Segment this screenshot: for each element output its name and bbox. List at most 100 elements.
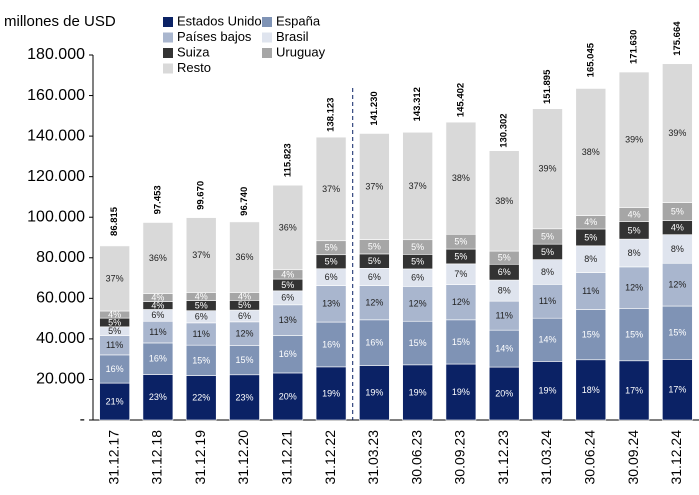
legend-label: Brasil — [276, 29, 309, 44]
segment-label: 5% — [108, 317, 121, 327]
bar-segment — [618, 360, 650, 421]
segment-label: 37% — [365, 181, 383, 191]
x-tick-label: 30.09.24 — [625, 430, 641, 485]
segment-label: 5% — [498, 253, 511, 263]
segment-label: 4% — [151, 300, 164, 310]
segment-label: 38% — [495, 196, 513, 206]
segment-label: 19% — [409, 387, 427, 397]
segment-label: 5% — [454, 251, 467, 261]
segment-label: 15% — [625, 330, 643, 340]
legend-swatch — [262, 48, 272, 58]
x-tick-label: 31.12.22 — [322, 430, 338, 485]
total-label: 138.123 — [326, 98, 337, 132]
segment-label: 5% — [541, 231, 554, 241]
bar-segment — [618, 238, 650, 268]
x-tick-label: 31.12.20 — [235, 430, 251, 485]
segment-label: 17% — [625, 385, 643, 395]
segment-label: 8% — [541, 267, 554, 277]
segment-label: 19% — [452, 387, 470, 397]
bar-segment — [618, 71, 650, 208]
segment-label: 19% — [538, 386, 556, 396]
segment-label: 6% — [498, 267, 511, 277]
segment-label: 38% — [582, 147, 600, 157]
x-tick-label: 31.12.19 — [192, 430, 208, 485]
bar-segment — [618, 266, 650, 309]
legend-label: Uruguay — [276, 44, 326, 59]
total-label: 99.670 — [196, 181, 207, 210]
segment-label: 18% — [582, 385, 600, 395]
total-label: 86.815 — [109, 206, 120, 236]
legend-label: Suiza — [177, 44, 210, 59]
bar-segment — [662, 359, 693, 421]
bar-segment — [445, 319, 477, 365]
segment-label: 36% — [149, 253, 167, 263]
segment-label: 5% — [671, 206, 684, 216]
segment-label: 5% — [411, 242, 424, 252]
segment-label: 5% — [628, 225, 641, 235]
total-label: 130.302 — [499, 113, 510, 147]
segment-label: 38% — [452, 173, 470, 183]
segment-label: 37% — [106, 273, 124, 283]
y-tick-label: 160.000 — [27, 87, 85, 104]
bar-segment — [402, 320, 433, 366]
bar-segment — [488, 300, 520, 331]
segment-label: 4% — [195, 291, 208, 301]
bar-segment — [532, 284, 563, 319]
segment-label: 16% — [365, 338, 383, 348]
bar-segment — [488, 329, 520, 368]
bar-segment — [575, 309, 607, 361]
bar-segment — [532, 259, 563, 285]
y-tick-label: 60.000 — [36, 290, 85, 307]
bar-segment — [99, 382, 130, 421]
segment-label: 8% — [671, 244, 684, 254]
legend-swatch — [163, 63, 173, 74]
legend-swatch — [163, 48, 173, 58]
segment-label: 5% — [108, 326, 121, 336]
segment-label: 20% — [279, 391, 297, 401]
segment-label: 6% — [195, 312, 208, 322]
y-tick-label: 100.000 — [27, 208, 85, 225]
segment-label: 5% — [325, 257, 338, 267]
segment-label: 21% — [106, 396, 124, 406]
segment-label: 5% — [584, 232, 597, 242]
segment-label: 20% — [495, 388, 513, 398]
bar-segment — [662, 262, 693, 307]
bar-segment — [662, 234, 693, 264]
bar-segment — [359, 133, 390, 240]
segment-label: 12% — [235, 328, 253, 338]
segment-label: 15% — [582, 330, 600, 340]
segment-label: 5% — [368, 242, 381, 252]
bar-segment — [315, 321, 347, 368]
segment-label: 5% — [454, 237, 467, 247]
segment-label: 8% — [498, 286, 511, 296]
total-label: 175.664 — [672, 21, 683, 56]
y-tick-label: 20.000 — [36, 371, 85, 388]
segment-label: 4% — [151, 292, 164, 302]
segment-label: 23% — [235, 392, 253, 402]
y-tick-label: 120.000 — [27, 168, 85, 185]
total-label: 115.823 — [282, 143, 293, 177]
segment-label: 12% — [365, 298, 383, 308]
segment-label: 5% — [195, 301, 208, 311]
x-tick-label: 30.06.23 — [408, 430, 424, 485]
segment-label: 37% — [322, 184, 340, 194]
total-label: 143.312 — [412, 87, 423, 121]
segment-label: 5% — [281, 280, 294, 290]
bar-segment — [142, 374, 174, 421]
segment-label: 17% — [668, 385, 686, 395]
segment-label: 4% — [238, 291, 251, 301]
segment-label: 8% — [584, 254, 597, 264]
segment-label: 6% — [151, 310, 164, 320]
bar-segment — [488, 150, 520, 252]
x-tick-label: 31.03.23 — [365, 430, 381, 485]
bar-segment — [402, 364, 433, 421]
segment-label: 13% — [279, 315, 297, 325]
segment-label: 6% — [238, 311, 251, 321]
segment-label: 11% — [106, 340, 123, 350]
segment-label: 11% — [496, 311, 513, 321]
bar-segment — [315, 366, 347, 421]
bar-segment — [142, 222, 174, 294]
segment-label: 5% — [325, 243, 338, 253]
legend-swatch — [163, 17, 173, 27]
